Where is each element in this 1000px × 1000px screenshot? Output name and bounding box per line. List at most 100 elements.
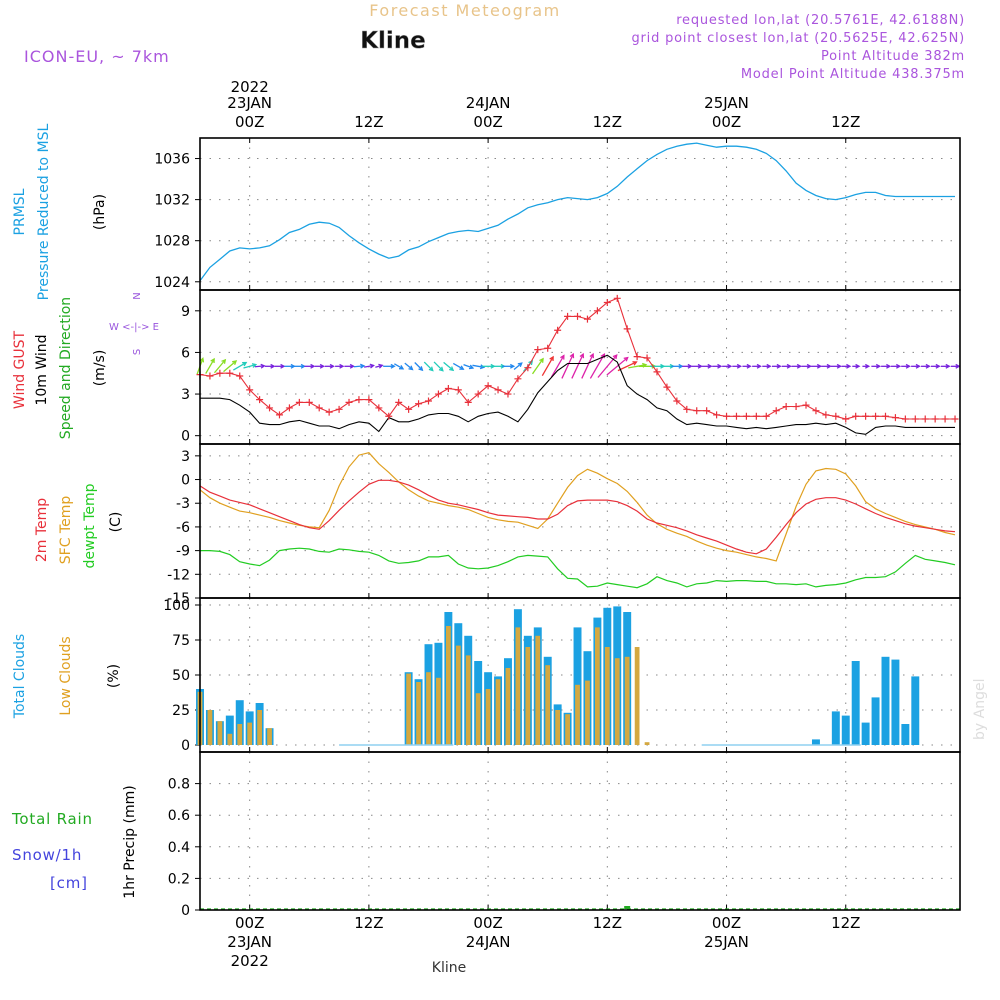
snow-label: Snow/1h: [12, 846, 82, 864]
wind-arrow-head: [329, 363, 335, 369]
top-hour-label: 12Z: [354, 113, 383, 131]
temp-dewpt-line: [200, 547, 956, 589]
bottom-year-label: 2022: [231, 952, 269, 970]
wind-gust-marker: [256, 396, 264, 404]
wind-arrow: [589, 353, 605, 379]
wind-gust-marker: [852, 412, 860, 420]
wind-arrow: [353, 365, 364, 368]
top-hour-label: 00Z: [712, 113, 741, 131]
low-cloud-bar: [604, 647, 610, 745]
wind-arrow-head: [418, 366, 424, 372]
wind-gust-marker: [881, 412, 889, 420]
wind-arrow-head: [776, 363, 782, 369]
pressure-labels: PRMSL Pressure Reduced to MSL (hPa): [12, 123, 108, 300]
y-tick-label: -3: [176, 496, 190, 512]
requested-coordinates: requested lon,lat (20.5761E, 42.6188N): [676, 13, 965, 28]
wind-10m-label: 10m Wind: [34, 334, 50, 405]
low-cloud-bar: [416, 682, 421, 745]
wind-gust-marker: [524, 364, 532, 372]
wind-arrow-head: [232, 360, 238, 365]
temp-sfc-label: SFC Temp: [58, 496, 74, 565]
precip-axis-label: 1hr Precip (mm): [122, 785, 138, 898]
panel-frame: [199, 751, 961, 911]
bottom-hour-label: 00Z: [712, 914, 741, 932]
wind-arrow-head: [826, 363, 832, 369]
wind-arrow: [550, 355, 565, 378]
wind-gust-marker: [713, 411, 721, 419]
top-date-label: 25JAN: [704, 94, 749, 112]
y-tick-label: 25: [172, 703, 190, 719]
wind-gust-marker: [424, 397, 432, 405]
wind-arrow-head: [479, 364, 486, 370]
wind-arrow: [617, 361, 637, 372]
temp-sfc-line: [199, 452, 956, 562]
panel-wind: 0 3 6 9: [181, 290, 960, 445]
wind-arrow: [205, 358, 215, 374]
wind-gust-marker: [772, 407, 780, 415]
location-title: Kline: [360, 28, 426, 54]
total-cloud-bar: [851, 661, 860, 745]
wind-arrow: [254, 365, 265, 368]
y-tick-label: 1028: [154, 234, 190, 250]
pressure-unit: (hPa): [92, 194, 108, 230]
wind-unit: (m/s): [92, 350, 108, 387]
wind-arrow-head: [221, 358, 227, 364]
watermark: by Angel: [972, 679, 988, 740]
wind-arrow-head: [707, 363, 713, 369]
wind-arrow: [443, 361, 454, 371]
wind-gust-marker: [723, 412, 731, 420]
wind-arrow-head: [251, 363, 258, 368]
panel-temperature: 3 0 -3 -6 -9 -12 -15: [167, 444, 960, 607]
low-cloud-bar: [455, 645, 461, 745]
wind-gust-marker: [812, 407, 820, 415]
wind-gust-marker: [693, 407, 701, 415]
wind-gust-marker: [862, 412, 870, 420]
low-cloud-bar: [644, 742, 650, 745]
wind-arrow-head: [886, 363, 892, 369]
wind-arrow: [364, 364, 374, 368]
low-cloud-bar: [436, 677, 441, 745]
wind-arrow-head: [875, 363, 882, 369]
low-cloud-bar: [525, 647, 531, 745]
wind-arrow: [423, 361, 434, 372]
wind-arrow-head: [399, 365, 405, 370]
temperature-labels: 2m Temp SFC Temp dewpt Temp (C): [34, 483, 124, 568]
wind-gust-marker: [703, 407, 711, 415]
bottom-hour-label: 00Z: [473, 914, 502, 932]
wind-gust-marker: [891, 414, 899, 422]
wind-gust-marker: [236, 372, 244, 380]
y-tick-label: -12: [167, 567, 190, 583]
wind-arrow: [541, 356, 554, 376]
wind-gust-marker: [643, 354, 651, 362]
wind-arrow-head: [260, 363, 266, 369]
wind-arrow-head: [746, 363, 752, 369]
y-tick-label: -6: [176, 520, 190, 536]
total-cloud-bar: [811, 739, 820, 745]
y-tick-label: 0.2: [168, 871, 190, 887]
low-cloud-bar: [624, 656, 630, 745]
wind-arrow: [571, 353, 584, 379]
total-cloud-bar: [911, 676, 920, 745]
wind-arrow-head: [560, 354, 565, 360]
footer-location: Kline: [432, 960, 466, 976]
wind-gust-marker: [663, 383, 671, 391]
y-tick-label: 3: [181, 449, 190, 465]
wind-gust-marker: [325, 408, 333, 416]
cloud-labels: Total Clouds Low Clouds (%): [12, 634, 122, 719]
bottom-hour-label: 00Z: [235, 914, 264, 932]
low-cloud-bar: [267, 728, 272, 745]
wind-gust-marker: [901, 415, 909, 423]
bottom-date-label: 24JAN: [466, 933, 511, 951]
temp-unit: (C): [108, 512, 124, 533]
wind-arrow-head: [727, 363, 733, 369]
y-tick-label: 6: [181, 345, 190, 361]
y-tick-label: -15: [167, 591, 190, 607]
wind-gust-marker: [683, 405, 691, 413]
wind-arrow-head: [612, 354, 618, 360]
wind-arrow-head: [408, 365, 414, 371]
wind-gust-marker: [504, 390, 512, 398]
low-cloud-bar: [426, 672, 431, 745]
wind-arrow-head: [632, 361, 638, 366]
wind-arrow-head: [935, 363, 941, 369]
point-altitude: Point Altitude 382m: [821, 49, 965, 64]
